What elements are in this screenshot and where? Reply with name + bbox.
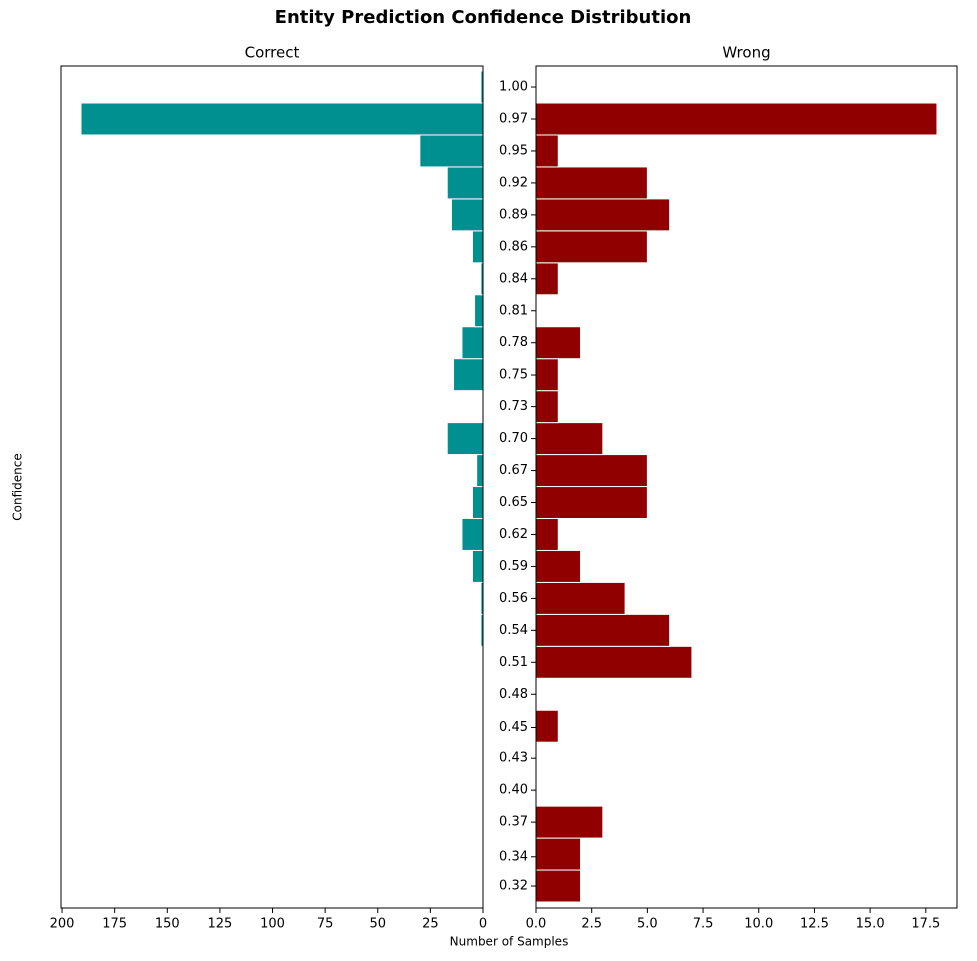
bar bbox=[535, 358, 559, 392]
x-tick-label: 125 bbox=[207, 917, 232, 932]
y-tick-label: 0.43 bbox=[499, 751, 528, 766]
bar bbox=[535, 549, 582, 583]
bar bbox=[535, 709, 559, 743]
x-tick-label: 100 bbox=[260, 917, 285, 932]
y-tick-label: 0.89 bbox=[499, 207, 528, 222]
x-tick-label: 5.0 bbox=[637, 917, 658, 932]
bar bbox=[535, 517, 559, 551]
y-tick-label: 0.95 bbox=[499, 143, 528, 158]
bar bbox=[446, 166, 484, 200]
bar bbox=[535, 454, 648, 488]
bar bbox=[461, 326, 484, 360]
x-tick-label: 175 bbox=[102, 917, 127, 932]
x-tick-label: 12.5 bbox=[800, 917, 829, 932]
y-tick-label: 0.62 bbox=[499, 527, 528, 542]
bar bbox=[476, 454, 484, 488]
bar bbox=[471, 486, 484, 519]
y-tick-label: 0.45 bbox=[499, 720, 528, 735]
y-tick-label: 1.00 bbox=[499, 80, 528, 95]
y-tick-label: 0.78 bbox=[499, 335, 528, 350]
y-tick-label: 0.56 bbox=[499, 591, 528, 606]
bar bbox=[450, 198, 484, 232]
x-tick-label: 0 bbox=[479, 917, 487, 932]
bar bbox=[535, 230, 648, 264]
y-tick-label: 0.97 bbox=[499, 111, 528, 126]
bar bbox=[535, 581, 626, 615]
y-tick-label: 0.70 bbox=[499, 431, 528, 446]
y-tick-label: 0.84 bbox=[499, 271, 528, 286]
y-tick-label: 0.75 bbox=[499, 368, 528, 383]
x-tick-label: 0.0 bbox=[526, 917, 547, 932]
x-tick-label: 75 bbox=[317, 917, 334, 932]
y-tick-label: 0.40 bbox=[499, 783, 528, 798]
panel-title: Correct bbox=[245, 44, 300, 62]
x-tick-label: 150 bbox=[155, 917, 180, 932]
bar bbox=[535, 805, 604, 839]
y-tick-label: 0.48 bbox=[499, 687, 528, 702]
y-tick-label: 0.32 bbox=[499, 879, 528, 894]
bar bbox=[446, 422, 484, 456]
bar bbox=[461, 517, 484, 551]
y-tick-label: 0.92 bbox=[499, 175, 528, 190]
y-tick-label: 0.34 bbox=[499, 849, 528, 864]
bar bbox=[535, 837, 582, 871]
y-tick-label: 0.81 bbox=[499, 303, 528, 318]
bar bbox=[471, 549, 484, 583]
bar bbox=[419, 134, 484, 168]
chart-title: Entity Prediction Confidence Distributio… bbox=[275, 7, 692, 28]
x-tick-label: 2.5 bbox=[581, 917, 602, 932]
y-tick-label: 0.86 bbox=[499, 239, 528, 254]
y-tick-label: 0.65 bbox=[499, 495, 528, 510]
bar bbox=[535, 134, 559, 168]
y-tick-label: 0.54 bbox=[499, 623, 528, 638]
bar bbox=[535, 645, 693, 679]
bar bbox=[471, 230, 484, 264]
panel-title: Wrong bbox=[722, 44, 770, 62]
x-tick-label: 10.0 bbox=[744, 917, 773, 932]
axes-frame bbox=[535, 65, 958, 909]
x-tick-label: 25 bbox=[422, 917, 439, 932]
y-tick-label: 0.67 bbox=[499, 463, 528, 478]
bar bbox=[535, 102, 938, 136]
bar bbox=[535, 390, 559, 424]
bar bbox=[535, 613, 671, 647]
axes-frame bbox=[60, 65, 484, 909]
bar bbox=[453, 358, 484, 392]
y-tick-label: 0.59 bbox=[499, 559, 528, 574]
bar bbox=[80, 102, 484, 136]
y-tick-label: 0.51 bbox=[499, 655, 528, 670]
y-axis-label: Confidence bbox=[11, 453, 25, 520]
bar bbox=[535, 422, 604, 456]
bar bbox=[535, 326, 582, 360]
x-axis-label: Number of Samples bbox=[450, 935, 569, 949]
bar bbox=[535, 869, 582, 903]
bar bbox=[474, 294, 484, 328]
y-tick-label: 0.37 bbox=[499, 815, 528, 830]
bar bbox=[535, 166, 648, 200]
y-tick-label: 0.73 bbox=[499, 399, 528, 414]
x-tick-label: 50 bbox=[369, 917, 386, 932]
x-tick-label: 7.5 bbox=[693, 917, 714, 932]
bar bbox=[535, 262, 559, 296]
bar bbox=[535, 198, 671, 232]
x-tick-label: 200 bbox=[50, 917, 75, 932]
bar bbox=[535, 486, 648, 519]
x-tick-label: 17.5 bbox=[911, 917, 940, 932]
x-tick-label: 15.0 bbox=[856, 917, 885, 932]
